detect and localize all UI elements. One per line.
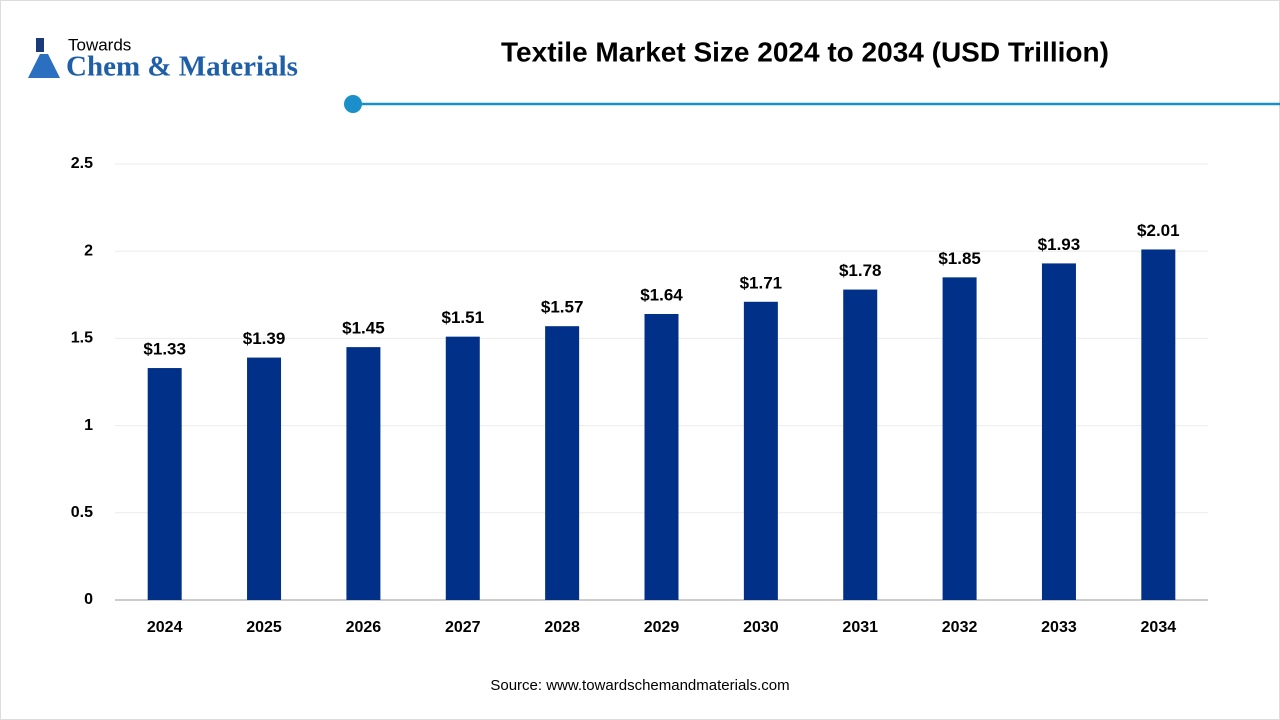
x-tick-label: 2025 — [246, 619, 282, 636]
value-label: $1.57 — [541, 298, 584, 317]
value-label: $1.33 — [143, 340, 186, 359]
logo-icon — [28, 54, 60, 78]
x-tick-label: 2034 — [1141, 619, 1177, 636]
x-tick-label: 2026 — [346, 619, 382, 636]
x-tick-label: 2032 — [942, 619, 978, 636]
value-label: $1.78 — [839, 261, 882, 280]
value-label: $1.45 — [342, 319, 385, 338]
y-tick-label: 0.5 — [71, 504, 93, 521]
value-label: $2.01 — [1137, 221, 1180, 240]
value-label: $1.51 — [441, 308, 484, 327]
y-tick-label: 0 — [84, 591, 93, 608]
bar — [1141, 249, 1176, 600]
y-tick-label: 1.5 — [71, 330, 93, 347]
bar — [942, 277, 977, 600]
x-tick-label: 2027 — [445, 619, 481, 636]
source-note: Source: www.towardschemandmaterials.com — [490, 677, 789, 694]
x-tick-label: 2031 — [842, 619, 878, 636]
x-tick-label: 2028 — [544, 619, 580, 636]
value-label: $1.39 — [243, 329, 286, 348]
x-tick-label: 2030 — [743, 619, 779, 636]
logo: Towards Chem & Materials — [28, 35, 298, 83]
chart-title: Textile Market Size 2024 to 2034 (USD Tr… — [501, 36, 1109, 67]
logo-top: Towards — [68, 35, 131, 54]
value-label: $1.85 — [938, 249, 981, 268]
bar — [445, 336, 480, 600]
bar — [147, 368, 182, 600]
bar — [247, 357, 282, 600]
bar — [1041, 263, 1076, 600]
bar — [743, 301, 778, 600]
bar — [545, 326, 580, 600]
y-tick-label: 2 — [84, 242, 93, 259]
x-tick-label: 2024 — [147, 619, 183, 636]
bar — [346, 347, 381, 600]
title-rule-dot — [344, 95, 362, 113]
value-label: $1.71 — [740, 273, 783, 292]
y-tick-label: 1 — [84, 417, 93, 434]
value-label: $1.93 — [1038, 235, 1081, 254]
x-tick-label: 2029 — [644, 619, 680, 636]
value-label: $1.64 — [640, 285, 683, 304]
bar — [843, 289, 878, 600]
logo-icon — [36, 38, 44, 52]
logo-main: Chem & Materials — [66, 51, 298, 83]
bar — [644, 313, 679, 600]
x-tick-label: 2033 — [1041, 619, 1077, 636]
y-tick-label: 2.5 — [71, 155, 93, 172]
